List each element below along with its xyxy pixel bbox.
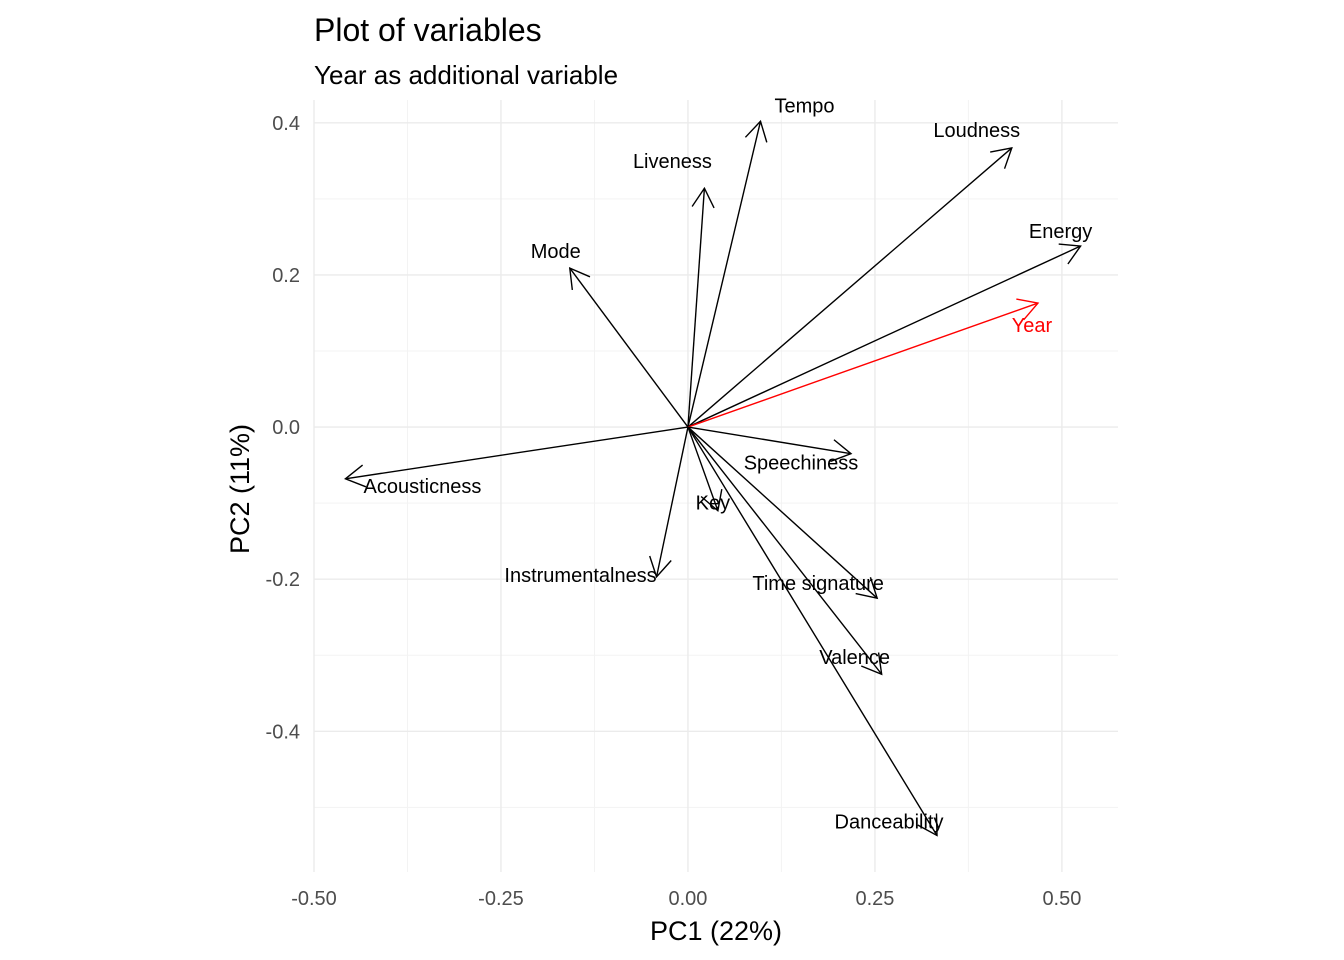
arrow-shaft [345,426,689,480]
arrow-loudness [687,147,1013,428]
chart-title: Plot of variables [314,12,542,48]
x-axis-title: PC1 (22%) [650,916,782,946]
variable-label-liveness: Liveness [633,151,712,173]
grid [313,100,1118,872]
variable-label-energy: Energy [1029,221,1092,243]
arrow-head [649,555,672,579]
arrow-danceability [687,426,938,837]
arrow-head [860,652,883,676]
variable-label-acousticness: Acousticness [363,476,481,498]
arrow-head [830,439,853,463]
arrow-shaft [687,245,1081,428]
arrow-energy [687,243,1082,428]
x-tick-label: 0.50 [1042,888,1081,910]
variable-label-instrumentalness: Instrumentalness [504,565,656,587]
x-tick-label: -0.50 [291,888,337,910]
arrow-head [691,186,715,209]
arrow-shaft [569,267,689,428]
variable-arrows [344,119,1082,837]
y-tick-label: 0.0 [272,417,300,439]
y-tick-label: -0.4 [266,721,300,743]
arrow-acousticness [344,426,689,488]
variable-label-valence: Valence [819,647,890,669]
arrow-head [990,147,1013,169]
arrow-head [700,488,723,513]
variable-label-tempo: Tempo [774,95,834,117]
x-tick-label: -0.25 [478,888,524,910]
variable-label-mode: Mode [531,241,581,263]
arrow-shaft [655,426,689,578]
x-tick-label: 0.25 [855,888,894,910]
arrow-shaft [687,426,719,511]
arrow-head [344,464,367,488]
arrow-shaft [687,188,706,428]
arrow-head [1058,243,1082,265]
arrow-head [744,119,768,143]
y-tick-label: 0.4 [272,113,300,135]
arrow-head [855,577,879,600]
arrow-shaft [687,426,883,675]
variable-label-key: Key [696,493,730,515]
arrow-shaft [687,426,852,455]
variable-label-loudness: Loudness [933,120,1020,142]
variable-label-speechiness: Speechiness [744,453,859,475]
arrow-liveness [687,186,715,428]
arrow-speechiness [687,426,853,463]
variable-label-time-signature: Time signature [752,573,884,595]
arrow-head [568,266,591,291]
arrow-shaft [687,147,1013,428]
arrow-key [687,426,723,513]
variable-label-year: Year [1012,315,1053,337]
y-tick-label: -0.2 [266,569,300,591]
arrow-valence [687,426,883,676]
arrow-shaft [687,121,762,428]
arrow-head [917,813,938,837]
axis-ticks: -0.50 -0.25 0.00 0.25 0.50 0.4 0.2 0.0 -0.2 -0.4 [266,113,1082,910]
arrow-time-signature [687,426,879,600]
arrow-instrumentalness [649,426,689,579]
arrow-mode [568,266,689,428]
arrow-shaft [687,302,1039,428]
variable-labels: Tempo Loudness Liveness Energy Mode Year Speec… [363,95,1092,833]
variable-label-danceability: Danceability [835,811,944,833]
arrow-tempo [687,119,768,428]
chart-subtitle: Year as additional variable [314,60,618,90]
y-tick-label: 0.2 [272,265,300,287]
arrow-head [1016,298,1040,321]
y-axis-title: PC2 (11%) [225,424,255,554]
x-tick-label: 0.00 [668,888,707,910]
arrow-shaft [687,426,938,836]
arrow-year [687,298,1040,428]
arrow-shaft [687,426,878,599]
